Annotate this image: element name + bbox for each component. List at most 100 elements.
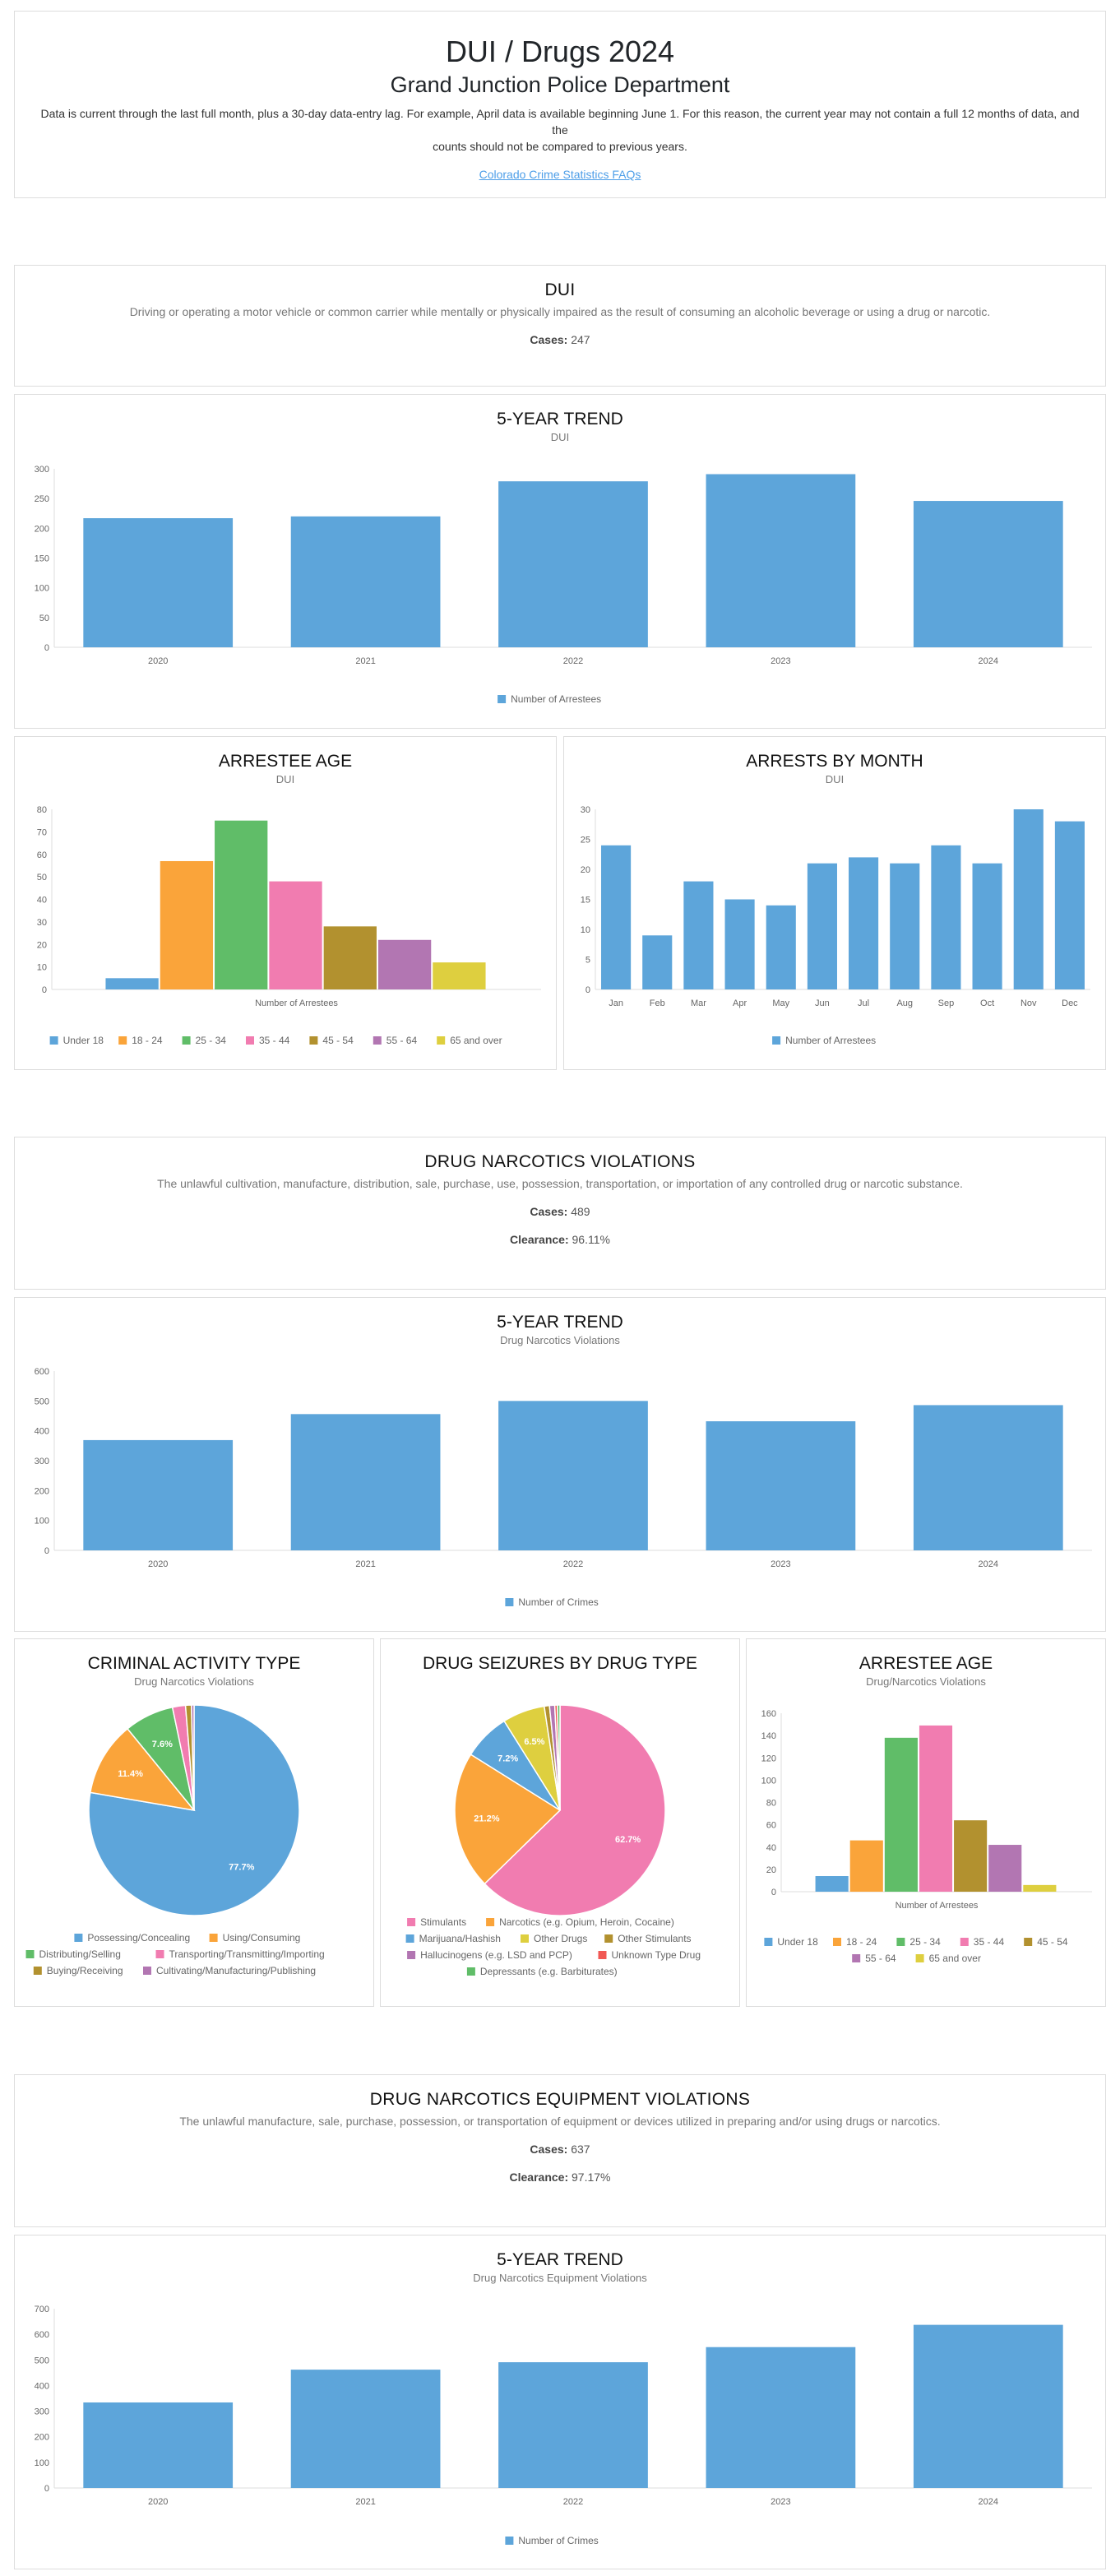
equip-title: DRUG NARCOTICS EQUIPMENT VIOLATIONS <box>369 2090 751 2109</box>
legend-swatch <box>486 1918 495 1926</box>
legend-label: Hallucinogens (e.g. LSD and PCP) <box>420 1949 572 1961</box>
drug-clearance-value: 96.11% <box>572 1233 610 1246</box>
dui-info-card: DUI Driving or operating a motor vehicle… <box>14 265 1106 387</box>
y-tick-label: 40 <box>766 1843 776 1853</box>
bar <box>706 474 856 647</box>
legend-swatch <box>833 1938 841 1946</box>
legend-swatch <box>118 1036 127 1045</box>
legend-swatch <box>33 1967 42 1975</box>
y-tick-label: 100 <box>35 1517 49 1527</box>
legend-label: 65 and over <box>450 1035 502 1046</box>
bar <box>105 978 159 989</box>
drug-trend-chart: 5-YEAR TREND Drug Narcotics Violations 0 10… <box>35 1313 1092 1608</box>
y-tick-label: 40 <box>37 896 47 906</box>
y-tick-label: 300 <box>35 1457 49 1466</box>
chart-title: ARRESTEE AGE <box>219 752 352 771</box>
bar <box>706 1421 856 1550</box>
legend-label: 35 - 44 <box>259 1035 290 1046</box>
x-tick-label: 2024 <box>979 1559 998 1569</box>
dui-age-card: ARRESTEE AGE DUI 0 10 20 30 40 50 60 70 80 Number o… <box>14 736 557 1070</box>
legend-label: 35 - 44 <box>974 1936 1005 1948</box>
x-tick-label: May <box>772 998 789 1008</box>
legend-label: Possessing/Concealing <box>87 1932 190 1944</box>
bar <box>269 881 322 989</box>
y-tick-label: 600 <box>35 1367 49 1377</box>
chart-title: 5-YEAR TREND <box>497 2250 623 2269</box>
y-tick-label: 0 <box>585 985 590 995</box>
chart-subtitle: Drug Narcotics Equipment Violations <box>473 2272 647 2284</box>
drug-age-chart: ARRESTEE AGE Drug/Narcotics Violations 0 20… <box>761 1654 1092 1964</box>
y-tick-label: 0 <box>44 2484 49 2494</box>
bar <box>1013 809 1044 989</box>
y-tick-label: 0 <box>44 643 49 653</box>
legend-label: 55 - 64 <box>386 1035 418 1046</box>
bar <box>83 518 234 647</box>
bar <box>706 2347 856 2488</box>
legend-label: 45 - 54 <box>1037 1936 1068 1948</box>
y-tick-label: 200 <box>35 1486 49 1496</box>
faq-link[interactable]: Colorado Crime Statistics FAQs <box>479 168 641 181</box>
legend-label: Narcotics (e.g. Opium, Heroin, Cocaine) <box>499 1916 674 1928</box>
x-tick-label: Feb <box>650 998 665 1008</box>
x-tick-label: Oct <box>980 998 994 1008</box>
data-note-line-1: Data is current through the last full mo… <box>40 107 1080 137</box>
equip-cases-label: Cases: <box>530 2143 568 2156</box>
drug-cases-value: 489 <box>571 1205 590 1218</box>
legend-swatch <box>407 1918 416 1926</box>
legend-label: Under 18 <box>777 1936 818 1948</box>
bar <box>766 905 796 989</box>
drug-seizure-chart: DRUG SEIZURES BY DRUG TYPE 62.7% 21.2% 7.2%… <box>405 1654 701 1977</box>
x-tick-label: 2022 <box>563 1559 583 1569</box>
legend-label: Transporting/Transmitting/Importing <box>169 1948 325 1960</box>
x-tick-label: 2021 <box>355 1559 375 1569</box>
slice-label: 21.2% <box>474 1814 499 1824</box>
x-tick-label: Mar <box>691 998 706 1008</box>
legend-swatch <box>437 1036 446 1045</box>
y-tick-label: 250 <box>35 494 49 504</box>
legend-swatch <box>309 1036 318 1045</box>
legend-swatch <box>182 1036 191 1045</box>
drug-activity-chart: CRIMINAL ACTIVITY TYPE Drug Narcotics Vio… <box>25 1654 325 1976</box>
equip-clearance-value: 97.17% <box>572 2171 611 2184</box>
y-tick-label: 15 <box>581 896 590 906</box>
y-tick-label: 80 <box>766 1799 776 1809</box>
y-tick-label: 100 <box>35 2458 49 2468</box>
bar <box>815 1876 849 1892</box>
dui-cases: Cases: 247 <box>15 333 1105 346</box>
slice-label: 7.2% <box>498 1754 518 1764</box>
data-note-line-2: counts should not be compared to previou… <box>433 140 687 153</box>
legend-swatch <box>852 1954 861 1962</box>
legend-label: 25 - 34 <box>909 1936 941 1948</box>
y-tick-label: 500 <box>35 1397 49 1406</box>
bar <box>290 1414 441 1550</box>
y-tick-label: 500 <box>35 2356 49 2365</box>
y-tick-label: 70 <box>37 827 47 837</box>
x-tick-label: Apr <box>733 998 747 1008</box>
x-tick-label: Sep <box>938 998 955 1008</box>
bar <box>215 820 268 989</box>
drug-clearance-label: Clearance: <box>510 1233 569 1246</box>
x-tick-label: 2022 <box>563 656 583 666</box>
equip-cases-value: 637 <box>571 2143 590 2156</box>
dui-month-chart: ARRESTS BY MONTH DUI 0 5 10 15 20 25 30 Jan Feb Mar… <box>581 752 1090 1046</box>
equip-trend-card: 5-YEAR TREND Drug Narcotics Equipment Vio… <box>14 2235 1106 2569</box>
x-tick-label: Jan <box>609 998 623 1008</box>
agency-name: Grand Junction Police Department <box>390 72 730 97</box>
x-tick-label: 2021 <box>355 656 375 666</box>
equip-trend-chart: 5-YEAR TREND Drug Narcotics Equipment Vio… <box>35 2250 1092 2546</box>
y-tick-label: 160 <box>761 1709 776 1719</box>
x-tick-label: 2023 <box>771 656 790 666</box>
legend-label: Number of Crimes <box>518 2535 598 2546</box>
bar <box>498 1401 648 1550</box>
bar <box>683 881 714 989</box>
x-tick-label: Number of Arrestees <box>255 998 338 1008</box>
x-tick-label: Jul <box>858 998 869 1008</box>
legend-swatch <box>155 1950 164 1958</box>
bar <box>884 1737 918 1892</box>
bar <box>83 2402 234 2488</box>
legend-swatch <box>49 1036 58 1045</box>
legend-label: Other Drugs <box>534 1933 587 1944</box>
dui-trend-chart: 5-YEAR TREND DUI 0 50 100 150 200 250 300 2020 202… <box>35 410 1092 705</box>
legend-swatch <box>960 1938 969 1946</box>
x-tick-label: 2023 <box>771 1559 790 1569</box>
